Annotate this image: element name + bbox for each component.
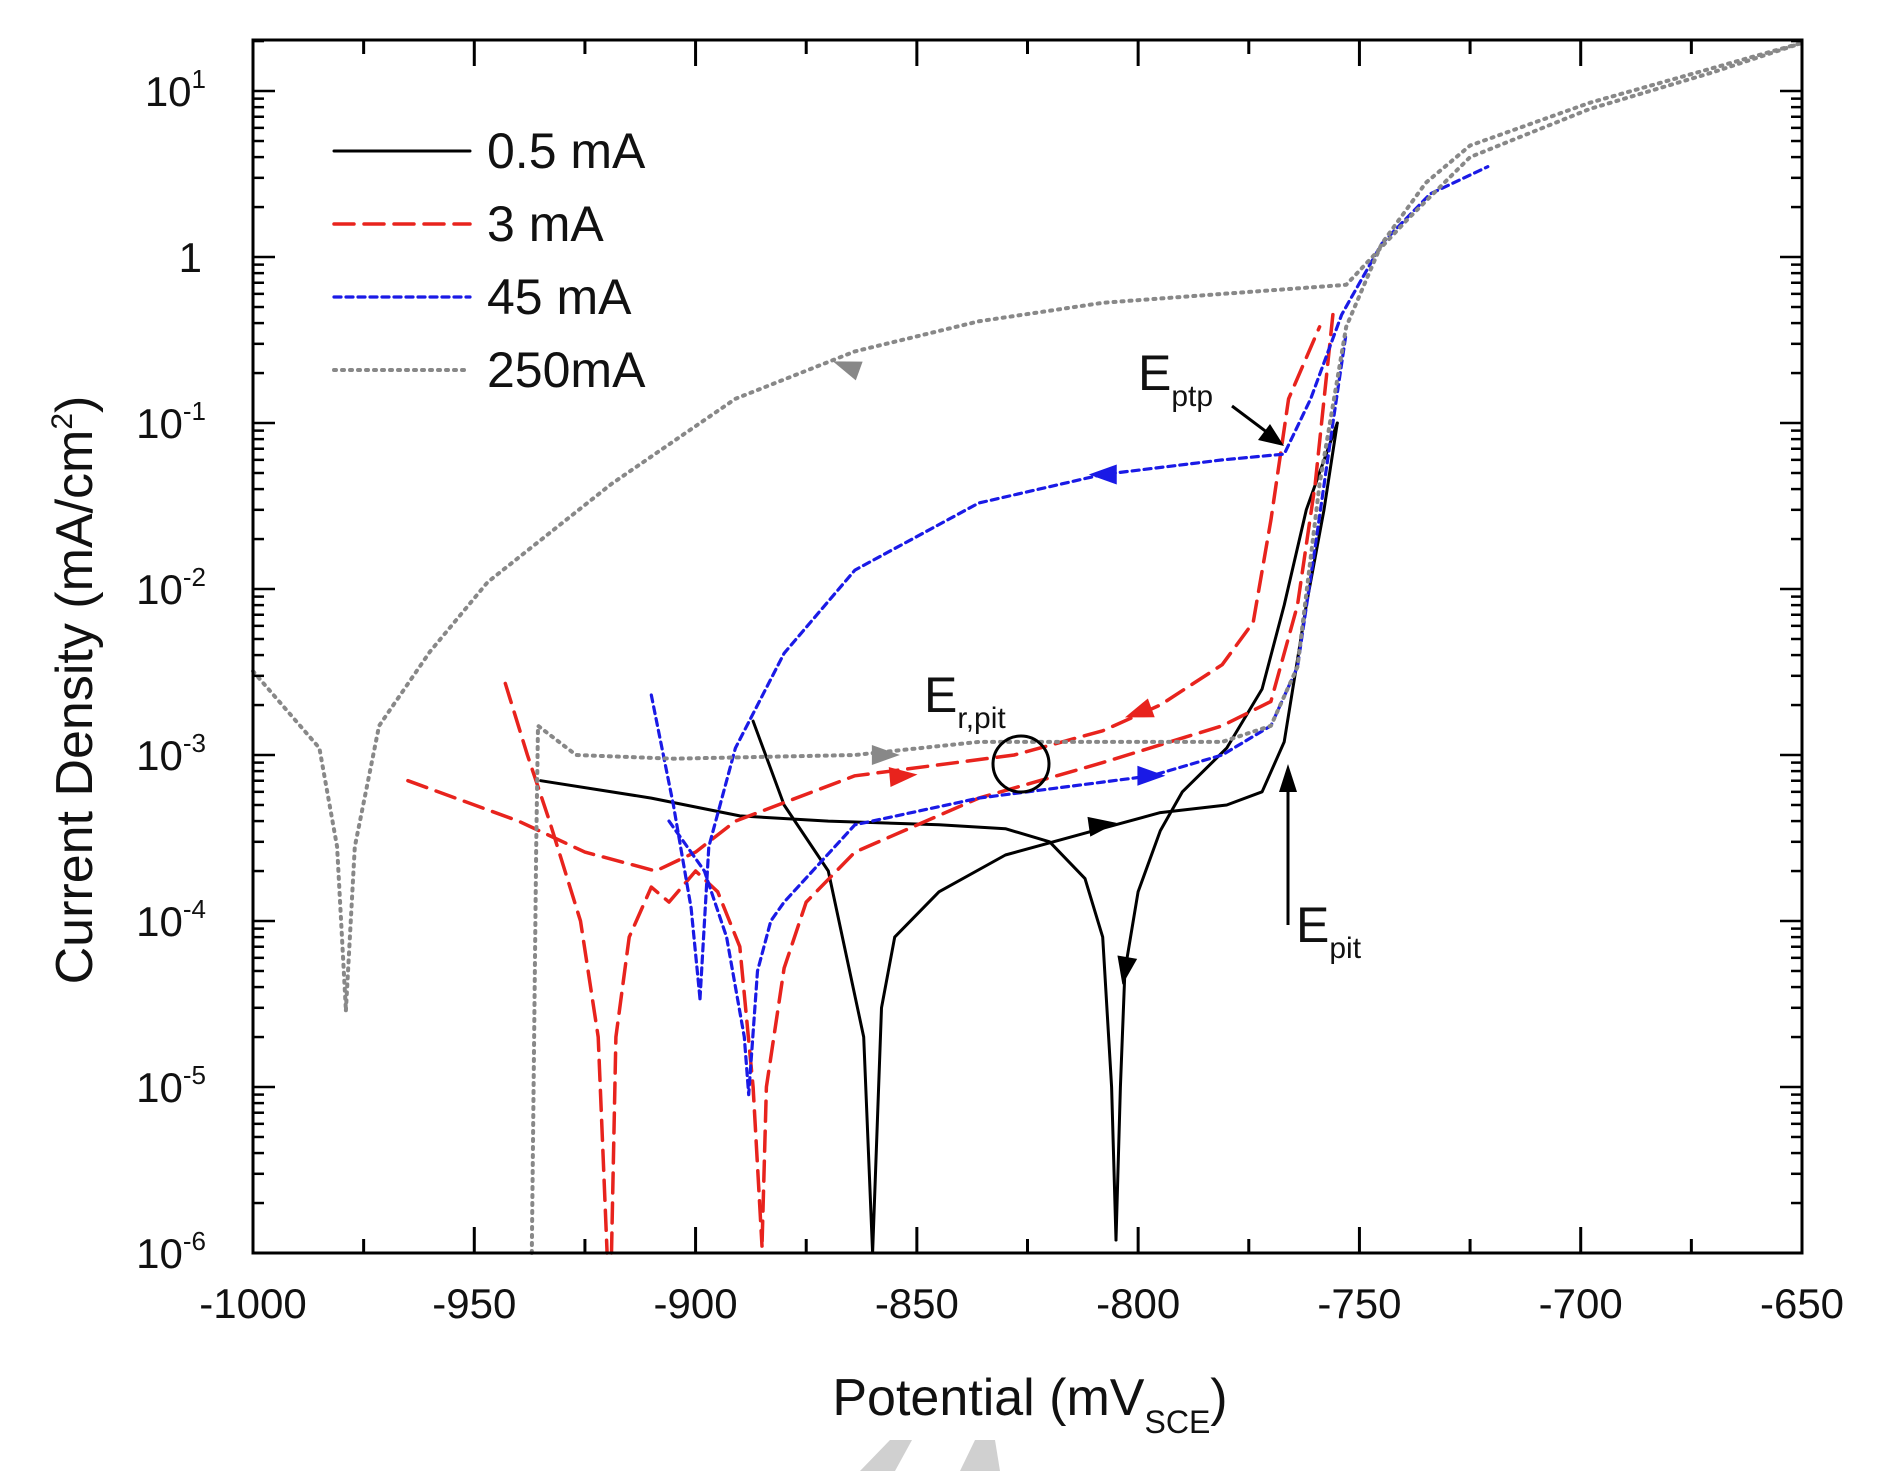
y-tick-label: 1 xyxy=(179,234,202,281)
x-tick-label: -700 xyxy=(1539,1280,1623,1327)
series-line xyxy=(760,312,1335,1248)
direction-arrow xyxy=(1124,698,1155,718)
watermark-stroke-1 xyxy=(860,1440,912,1471)
annotation-erpit: Er,pit xyxy=(924,667,1051,794)
series-line xyxy=(251,669,348,1013)
legend-label: 250mA xyxy=(487,342,646,398)
legend-item: 250mA xyxy=(332,342,646,398)
plot-frame xyxy=(251,38,1804,1255)
y-axis-title: Current Density (mA/cm2) xyxy=(46,396,104,985)
x-tick-label: -900 xyxy=(654,1280,738,1327)
direction-arrows xyxy=(832,361,1166,985)
y-tick-label: 10-3 xyxy=(136,728,206,779)
direction-arrow xyxy=(832,361,863,381)
x-tick-label: -650 xyxy=(1760,1280,1844,1327)
y-tick-label: 10-4 xyxy=(136,894,206,945)
erpit-circle xyxy=(991,734,1051,794)
series-line xyxy=(343,40,1804,1013)
y-tick-label: 10-2 xyxy=(136,562,206,613)
x-tick-labels: -1000 -950 -900 -850 -800 -750 -700 -650 xyxy=(199,1280,1844,1327)
direction-arrow xyxy=(1117,955,1138,985)
series-line xyxy=(1114,421,1339,1242)
series-line xyxy=(649,693,702,1001)
x-tick-label: -1000 xyxy=(199,1280,306,1327)
series-3ma xyxy=(406,312,1335,1255)
y-tick-labels: 101 1 10-1 10-2 10-3 10-4 10-5 10-6 xyxy=(136,64,206,1277)
y-tick-label: 10-1 xyxy=(136,396,206,447)
series-line xyxy=(539,779,1118,1242)
legend-item: 3 mA xyxy=(332,196,604,252)
series-line xyxy=(609,869,764,1255)
svg-text:Epit: Epit xyxy=(1296,897,1362,965)
direction-arrow xyxy=(871,745,900,766)
legend-label: 45 mA xyxy=(487,269,632,325)
direction-arrow xyxy=(1137,765,1166,786)
y-tick-label: 101 xyxy=(145,64,206,115)
y-tick-label: 10-6 xyxy=(136,1226,206,1277)
x-tick-label: -950 xyxy=(432,1280,516,1327)
series-line xyxy=(503,681,609,1255)
direction-arrow xyxy=(1087,816,1117,837)
x-tick-label: -800 xyxy=(1096,1280,1180,1327)
legend-label: 3 mA xyxy=(487,196,604,252)
direction-arrow xyxy=(888,767,918,787)
curves-layer xyxy=(251,40,1804,1255)
series-45ma xyxy=(649,165,1490,1097)
legend-label: 0.5 mA xyxy=(487,123,646,179)
watermark xyxy=(860,1440,1000,1471)
x-tick-label: -850 xyxy=(875,1280,959,1327)
x-axis-title: Potential (mVSCE) xyxy=(832,1369,1227,1440)
series-line xyxy=(406,325,1322,873)
epit-arrowhead xyxy=(1279,764,1297,792)
direction-arrow xyxy=(1088,464,1117,485)
legend: 0.5 mA 3 mA 45 mA 250mA xyxy=(332,123,646,398)
series-line xyxy=(698,165,1490,1001)
svg-text:Eptp: Eptp xyxy=(1138,345,1213,413)
series-0.5ma xyxy=(539,421,1339,1255)
axis-ticks xyxy=(251,39,1804,1255)
legend-item: 45 mA xyxy=(332,269,632,325)
eptp-arrowhead xyxy=(1258,424,1284,446)
x-tick-label: -750 xyxy=(1317,1280,1401,1327)
legend-item: 0.5 mA xyxy=(332,123,646,179)
annotation-epit: Epit xyxy=(1279,764,1362,965)
annotation-eptp: Eptp xyxy=(1138,345,1284,446)
y-tick-label: 10-5 xyxy=(136,1060,206,1111)
svg-text:Er,pit: Er,pit xyxy=(924,667,1006,735)
series-250ma xyxy=(251,40,1804,1255)
series-line xyxy=(751,421,1339,1255)
watermark-stroke-2 xyxy=(960,1440,1000,1471)
series-line xyxy=(529,40,1804,1255)
